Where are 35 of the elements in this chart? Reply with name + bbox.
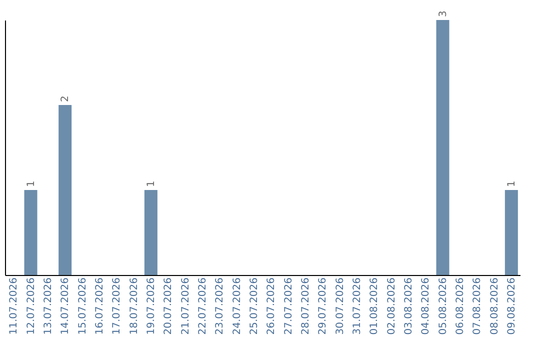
x-tick-label: 14.07.2026 xyxy=(60,278,72,335)
x-tick-label: 02.08.2026 xyxy=(386,278,398,335)
x-tick-label: 17.07.2026 xyxy=(112,278,123,335)
x-tick-label: 30.07.2026 xyxy=(334,278,346,335)
x-tick-label: 25.07.2026 xyxy=(248,278,260,335)
x-tick-label: 07.08.2026 xyxy=(472,278,484,335)
x-tick-label: 24.07.2026 xyxy=(232,278,243,335)
data-label: 1 xyxy=(26,180,37,187)
x-tick-label: 31.07.2026 xyxy=(352,278,363,335)
x-tick-label: 15.07.2026 xyxy=(77,278,88,335)
x-tick-label: 12.07.2026 xyxy=(26,278,37,335)
x-tick-label: 18.07.2026 xyxy=(128,278,140,335)
data-label: 1 xyxy=(506,180,518,187)
x-tick-label: 23.07.2026 xyxy=(214,278,226,335)
x-tick-label: 26.07.2026 xyxy=(266,278,278,335)
x-tick-label: 29.07.2026 xyxy=(318,278,329,335)
x-tick-label: 01.08.2026 xyxy=(369,278,380,335)
x-tick-label: 11.07.2026 xyxy=(8,278,20,335)
data-label: 2 xyxy=(60,96,72,102)
x-tick-label: 20.07.2026 xyxy=(163,278,174,335)
x-tick-label: 13.07.2026 xyxy=(42,278,54,335)
data-label: 1 xyxy=(146,180,157,187)
x-tick-label: 21.07.2026 xyxy=(180,278,192,335)
x-tick-label: 28.07.2026 xyxy=(300,278,312,335)
x-tick-label: 04.08.2026 xyxy=(420,278,432,335)
x-tick-label: 22.07.2026 xyxy=(197,278,208,335)
x-tick-label: 16.07.2026 xyxy=(94,278,106,335)
data-label: 3 xyxy=(438,10,449,17)
x-tick-label: 27.07.2026 xyxy=(283,278,294,335)
x-tick-label: 08.08.2026 xyxy=(489,278,500,335)
x-tick-label: 19.07.2026 xyxy=(146,278,157,335)
x-tick-label: 06.08.2026 xyxy=(454,278,466,335)
x-tick-label: 03.08.2026 xyxy=(403,278,414,335)
x-tick-label: 09.08.2026 xyxy=(506,278,518,335)
x-tick-label: 05.08.2026 xyxy=(438,278,449,335)
